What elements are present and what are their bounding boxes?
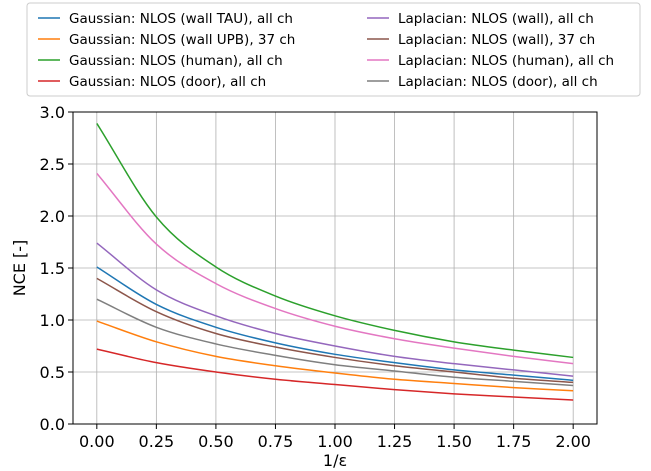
x-tick-label: 0.75 [258, 432, 294, 451]
x-tick-label: 0.25 [139, 432, 175, 451]
legend-entry-label: Gaussian: NLOS (human), all ch [69, 53, 283, 69]
series-line-7 [96, 172, 574, 365]
y-tick-label: 0.0 [40, 415, 65, 434]
x-tick-label: 1.00 [317, 432, 353, 451]
legend-entry-label: Laplacian: NLOS (human), all ch [398, 53, 614, 69]
ticks: 0.00 0.25 0.50 0.75 1.00 1.25 1.50 1.75 2.00 0.0 0… [40, 103, 591, 451]
legend-entry-label: Gaussian: NLOS (door), all ch [69, 74, 266, 90]
x-tick-label: 2.00 [555, 432, 591, 451]
y-tick-label: 1.0 [40, 311, 65, 330]
series-line-5 [96, 242, 574, 377]
legend: Gaussian: NLOS (wall TAU), all ch Gaussia… [26, 2, 641, 97]
legend-frame [26, 2, 641, 97]
series-line-2 [96, 320, 574, 392]
series-lines [96, 123, 574, 401]
y-tick-label: 1.5 [40, 259, 65, 278]
x-axis-label: 1/ε [323, 451, 347, 470]
series-line-8 [96, 298, 574, 387]
legend-entry-label: Gaussian: NLOS (wall TAU), all ch [69, 11, 293, 27]
x-tick-label: 0.00 [79, 432, 115, 451]
y-axis-label: NCE [-] [10, 240, 29, 297]
legend-entry-label: Gaussian: NLOS (wall UPB), 37 ch [69, 32, 295, 48]
y-tick-label: 2.5 [40, 155, 65, 174]
x-tick-label: 1.25 [377, 432, 413, 451]
x-tick-label: 0.50 [198, 432, 234, 451]
series-line-1 [96, 266, 574, 382]
series-line-6 [96, 277, 574, 384]
y-tick-label: 3.0 [40, 103, 65, 122]
legend-entry-label: Laplacian: NLOS (wall), all ch [398, 11, 594, 27]
y-tick-label: 0.5 [40, 363, 65, 382]
x-tick-label: 1.75 [496, 432, 532, 451]
legend-entry-label: Laplacian: NLOS (wall), 37 ch [398, 32, 595, 48]
legend-entry-label: Laplacian: NLOS (door), all ch [398, 74, 598, 90]
y-tick-label: 2.0 [40, 207, 65, 226]
x-tick-label: 1.50 [436, 432, 472, 451]
series-line-3 [96, 123, 574, 359]
series-line-4 [96, 348, 574, 401]
